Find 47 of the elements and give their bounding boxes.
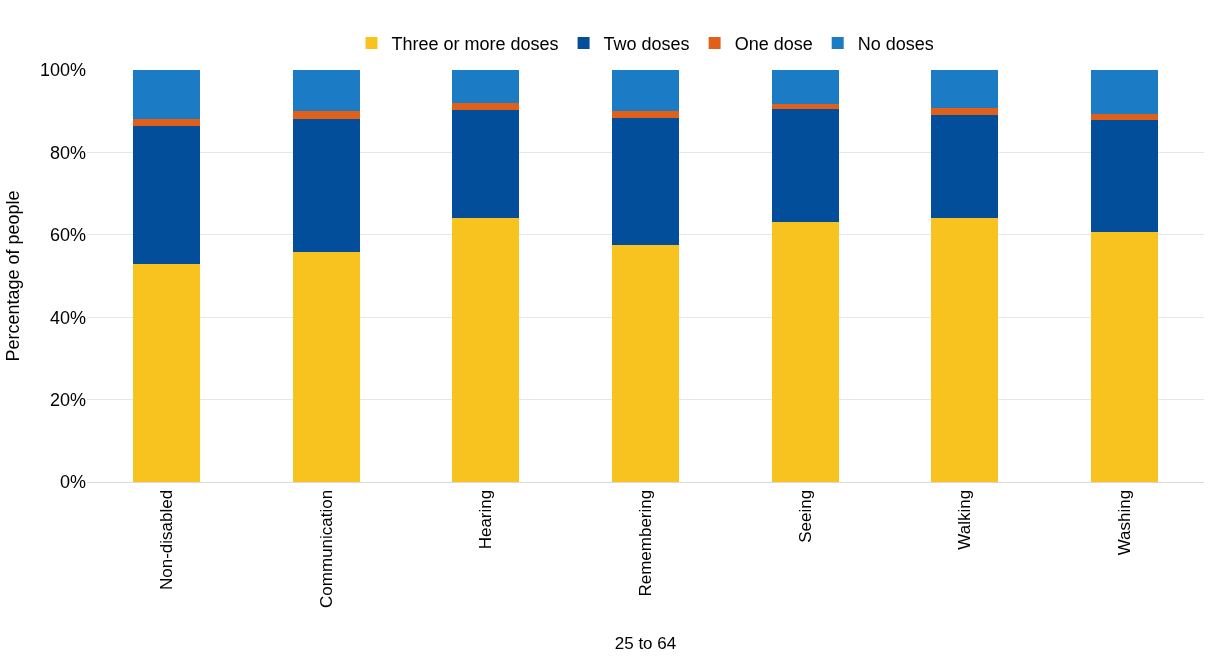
y-tick-label: 40% — [49, 307, 86, 328]
bar — [611, 118, 680, 245]
bar — [771, 70, 839, 105]
bar — [1090, 120, 1158, 232]
bar — [771, 221, 839, 482]
x-tick-label: Seeing — [795, 489, 815, 543]
y-tick-label: 80% — [49, 142, 86, 163]
bar — [611, 244, 680, 482]
bar — [292, 70, 360, 112]
bar — [1090, 113, 1158, 121]
legend-label: Three or more doses — [391, 33, 559, 54]
bar — [133, 70, 201, 120]
bar — [133, 119, 201, 127]
bar — [292, 111, 360, 120]
y-tick-label: 0% — [59, 472, 86, 493]
x-tick-label: Hearing — [476, 489, 496, 550]
bar — [931, 70, 999, 109]
x-tick-label: Washing — [1114, 489, 1134, 556]
bar — [611, 110, 680, 119]
bar — [292, 119, 360, 253]
y-axis-title: Percentage of people — [3, 190, 24, 362]
y-tick-label: 100% — [39, 60, 86, 81]
bar — [133, 264, 201, 482]
bar — [452, 109, 520, 218]
x-tick-label: Remembering — [636, 489, 656, 597]
legend-label: Two doses — [603, 33, 690, 54]
y-tick-label: 20% — [49, 389, 86, 410]
bar — [611, 70, 680, 111]
bar — [771, 109, 839, 222]
bar — [452, 103, 520, 110]
bar — [931, 114, 999, 218]
bar — [292, 252, 360, 482]
y-tick-label: 60% — [49, 225, 86, 246]
x-tick-label: Non-disabled — [157, 489, 177, 590]
bar — [452, 217, 520, 482]
legend-label: One dose — [734, 33, 813, 54]
bar — [1090, 70, 1158, 114]
bar — [931, 217, 999, 482]
bar — [771, 104, 839, 110]
x-tick-label: Communication — [316, 489, 336, 608]
x-tick-label: Walking — [955, 489, 975, 550]
bar — [452, 70, 520, 104]
bar — [1090, 231, 1158, 482]
legend-label: No doses — [857, 33, 934, 54]
bar — [931, 108, 999, 115]
x-axis-title: 25 to 64 — [614, 634, 677, 654]
bar — [133, 126, 201, 265]
